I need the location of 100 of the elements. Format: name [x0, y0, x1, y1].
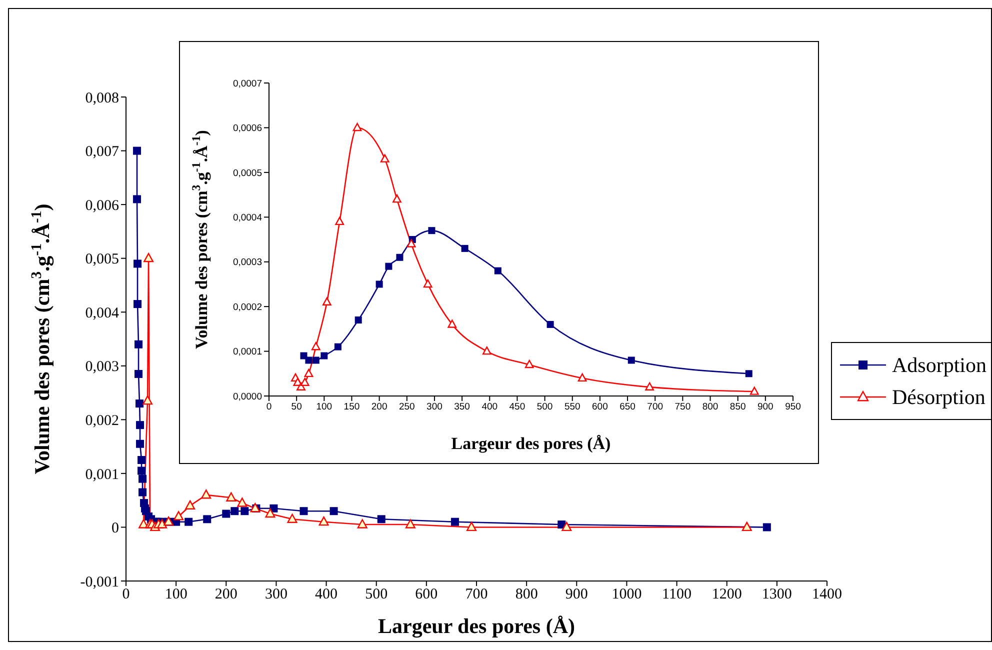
point [352, 122, 362, 132]
point [138, 466, 146, 475]
y-tick-label: 0,0003 [232, 257, 262, 268]
point [406, 239, 416, 248]
y-tick-label: 0 [112, 520, 119, 537]
x-tick-label: 450 [509, 402, 526, 413]
point [334, 343, 342, 350]
point [305, 356, 312, 364]
point [562, 522, 572, 532]
point [396, 254, 404, 261]
x-tick-label: 750 [674, 402, 691, 413]
x-tick-label: 650 [620, 402, 636, 413]
x-tick-label: 100 [316, 402, 332, 413]
point [357, 519, 368, 528]
point [138, 488, 147, 496]
point [201, 490, 212, 499]
y-tick-label: 0,0005 [232, 168, 262, 179]
point [750, 386, 759, 395]
point [287, 514, 298, 523]
point [133, 146, 142, 155]
point [524, 360, 534, 368]
y-tick-label: 0,0002 [232, 302, 262, 313]
point [300, 507, 308, 516]
y-tick-label: 0,0004 [232, 212, 262, 224]
y-tick-label: 0,006 [85, 198, 120, 214]
point [226, 492, 236, 502]
point [377, 515, 386, 524]
x-tick-label: 100 [164, 586, 188, 603]
point [134, 300, 142, 308]
point [304, 368, 314, 378]
point [134, 370, 143, 378]
point [745, 370, 752, 378]
point [318, 516, 329, 526]
x-tick-label: 300 [264, 586, 288, 603]
point [428, 227, 436, 234]
x-tick-label: 50 [291, 402, 302, 413]
point [142, 395, 153, 405]
y-tick-label: 0,0006 [232, 123, 262, 134]
point [448, 320, 457, 328]
point [157, 519, 168, 528]
point [322, 297, 332, 306]
x-tick-label: 300 [426, 402, 442, 413]
y-tick-label: 0,0000 [232, 391, 262, 402]
point [265, 508, 276, 518]
x-tick-label: 1000 [612, 586, 642, 603]
point [392, 194, 402, 203]
point [185, 500, 196, 510]
x-tick-label: 200 [214, 586, 238, 603]
point [461, 244, 468, 252]
point [320, 352, 328, 360]
point [138, 474, 147, 483]
x-tick-label: 850 [730, 402, 746, 413]
y-tick-label: 0,005 [85, 252, 119, 268]
x-tick-label: 1200 [712, 586, 742, 603]
point [174, 511, 184, 520]
x-tick-label: 800 [702, 402, 718, 413]
point [300, 378, 310, 386]
point [645, 382, 654, 390]
y-tick-label: 0,008 [85, 90, 119, 106]
point [376, 280, 383, 288]
x-tick-label: 0 [122, 586, 130, 603]
point [466, 522, 476, 532]
point [138, 456, 146, 464]
x-tick-label: 800 [515, 586, 538, 603]
point [335, 216, 344, 226]
x-tick-label: 350 [454, 402, 470, 413]
x-tick-label: 0 [266, 402, 272, 413]
point [450, 518, 459, 526]
y-tick-label: 0,003 [85, 359, 119, 376]
x-tick-label: 600 [592, 402, 608, 413]
point [494, 267, 502, 274]
x-tick-label: 500 [536, 402, 553, 413]
point [134, 340, 143, 348]
point [134, 260, 142, 268]
x-tick-label: 700 [647, 402, 664, 413]
point [144, 252, 154, 262]
x-tick-label: 400 [482, 402, 498, 413]
point [482, 346, 492, 355]
point [762, 523, 771, 532]
x-tick-label: 400 [315, 586, 338, 603]
point [312, 356, 320, 364]
point [230, 507, 239, 516]
point [385, 262, 392, 270]
x-tick-label: 550 [564, 402, 580, 413]
x-tick-label: 1400 [812, 586, 842, 603]
y-tick-label: 0,0001 [232, 346, 262, 358]
y-tick-label: 0,0007 [232, 78, 262, 90]
point [405, 519, 416, 528]
point [628, 356, 635, 364]
x-tick-label: 1300 [762, 586, 792, 603]
x-tick-label: 1100 [662, 586, 692, 603]
x-tick-label: 700 [465, 586, 488, 603]
point [237, 498, 248, 507]
point [222, 510, 230, 518]
legend-label: Désorption [892, 384, 986, 410]
point [330, 507, 338, 516]
x-tick-label: 150 [344, 402, 360, 413]
x-tick-label: 250 [398, 402, 415, 413]
point [578, 373, 587, 382]
x-tick-label: 950 [785, 402, 801, 413]
